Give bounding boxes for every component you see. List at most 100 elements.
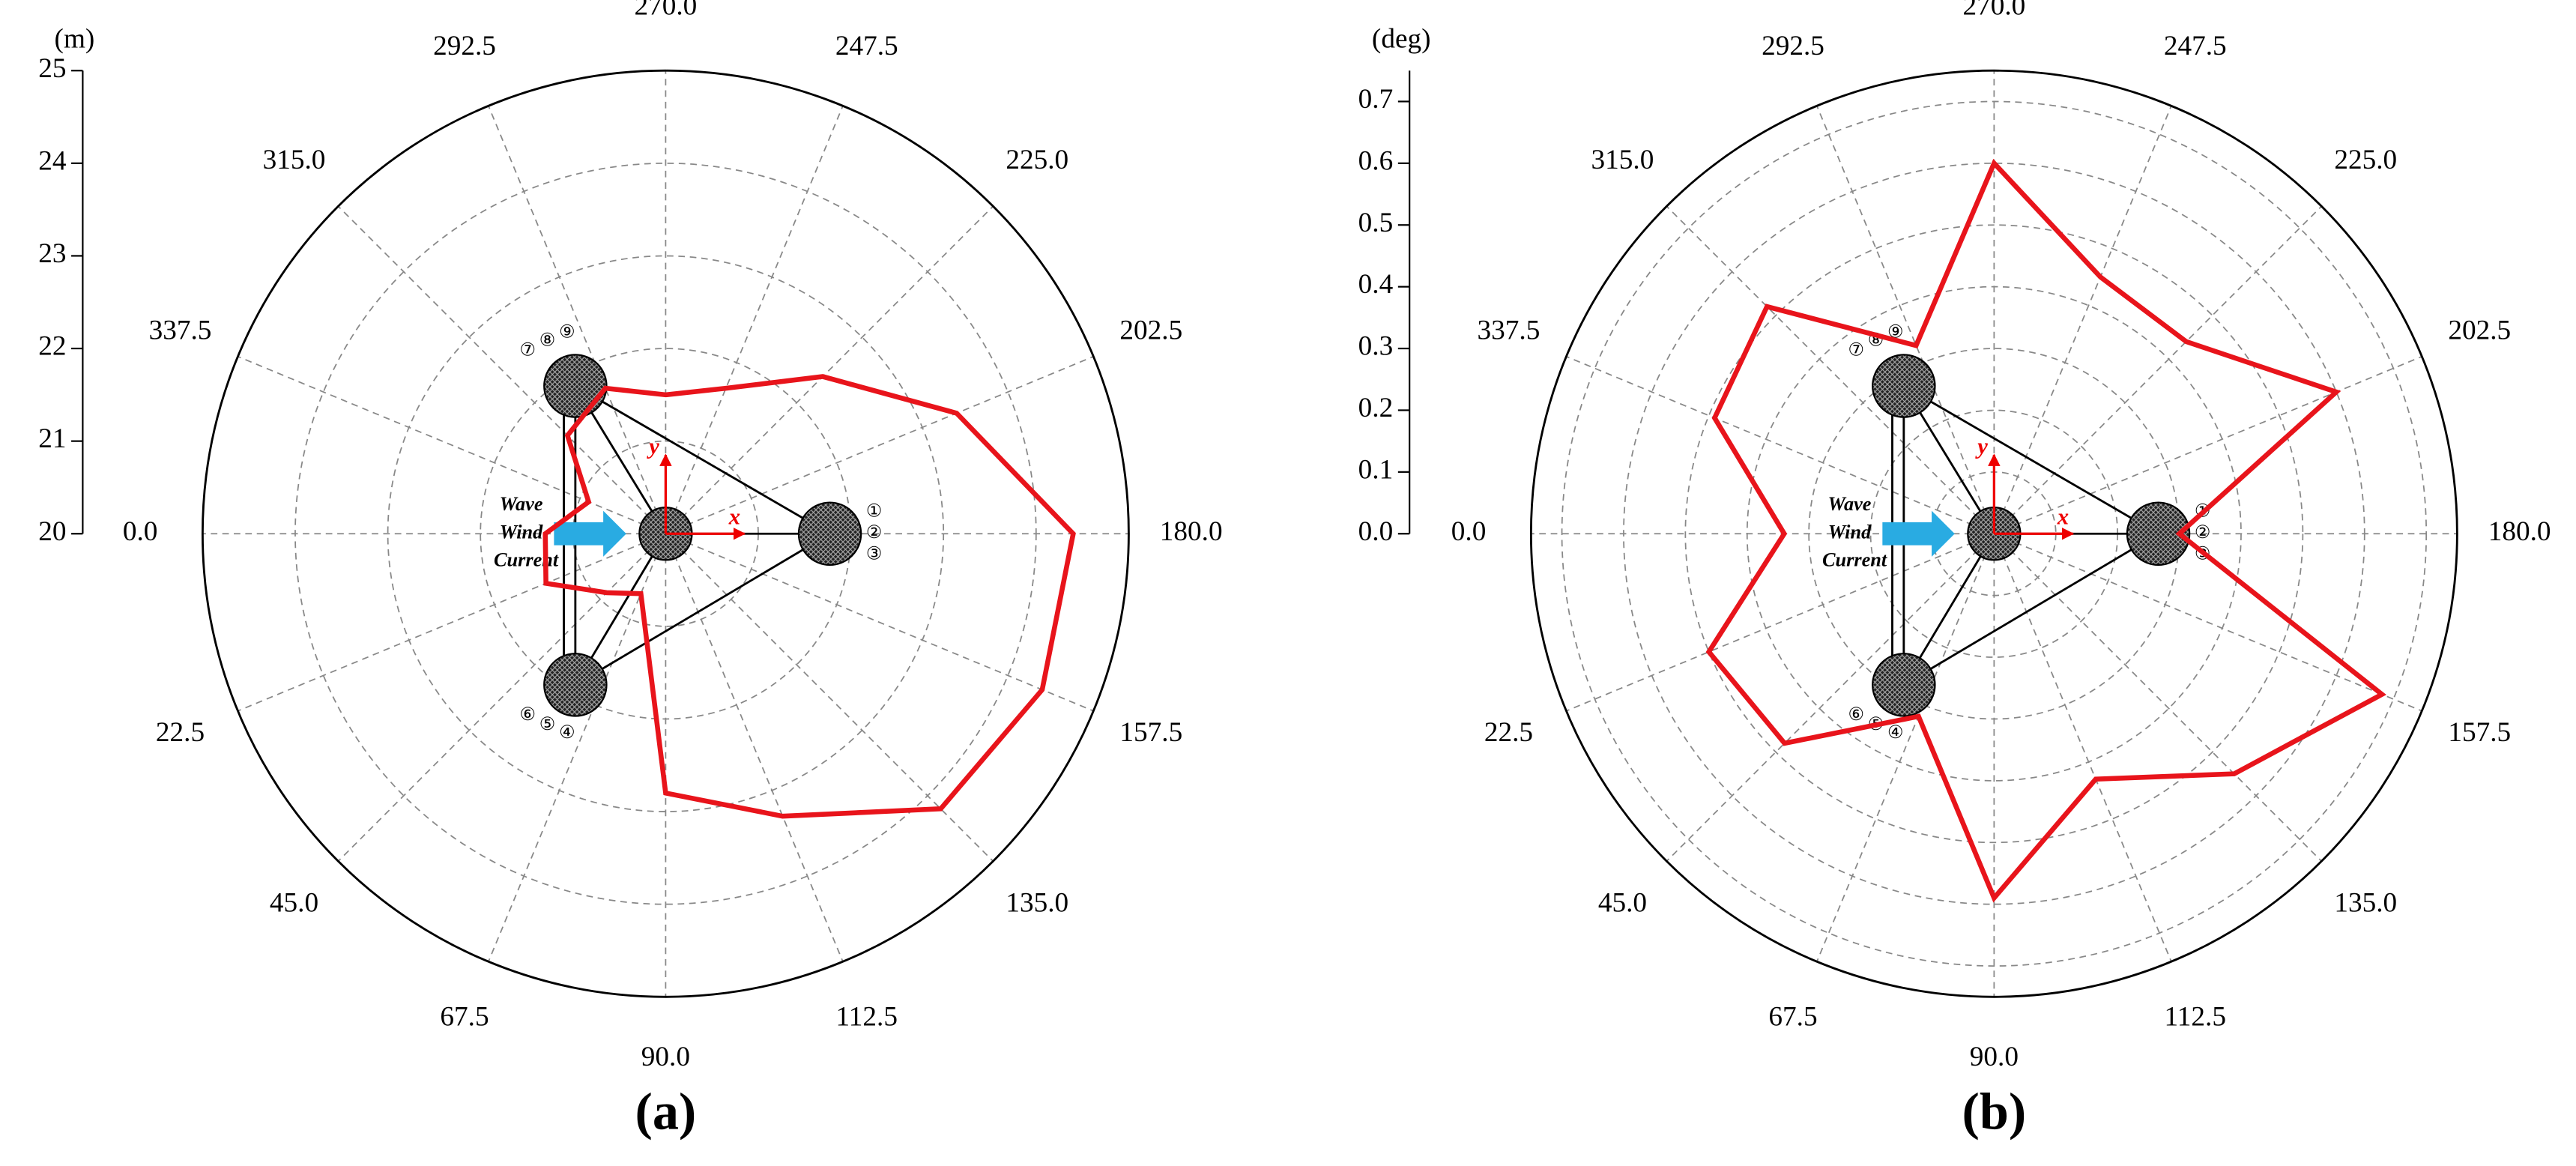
polar-chart: 0.0 22.5 45.0 67.5 90.0 112.5 135.0 157.5 180.0 2…: [38, 0, 1222, 1141]
column: [543, 354, 608, 418]
angle-label: 135.0: [2334, 888, 2397, 919]
schematic-label: Wave: [500, 493, 543, 515]
angle-label: 337.5: [1478, 315, 1541, 345]
grid-spoke: [1666, 205, 1995, 534]
schematic-label: Wave: [1828, 493, 1872, 515]
panel-label: (a): [635, 1083, 697, 1141]
schematic-label: ⑥: [1848, 705, 1864, 725]
grid-circle: [1684, 224, 2304, 844]
data-line: [542, 374, 1076, 819]
y-tick-label: 0.4: [1358, 269, 1394, 300]
grid-spoke: [1993, 105, 2172, 534]
y-tick-label: 22: [38, 331, 66, 362]
schematic-label: x: [2057, 504, 2069, 530]
angle-label: 270.0: [1962, 0, 2025, 22]
schematic-label: Current: [494, 549, 559, 571]
schematic-label: ①: [866, 501, 883, 521]
angle-label: 135.0: [1006, 888, 1068, 919]
schematic-label: ③: [866, 544, 883, 564]
schematic-label: Wind: [500, 521, 543, 543]
grid-spoke: [1816, 105, 1995, 534]
y-tick-label: 23: [38, 238, 66, 269]
grid-spoke: [1993, 533, 2172, 962]
column: [543, 653, 608, 717]
schematic-label: x: [728, 504, 740, 530]
schematic-label: ⑦: [1848, 341, 1864, 360]
y-axis-label: (m): [55, 23, 95, 54]
schematic-label: ⑨: [559, 322, 575, 342]
angle-label: 112.5: [2165, 1002, 2226, 1033]
schematic-label: ②: [2195, 523, 2211, 543]
y-axis-label: (deg): [1372, 23, 1431, 54]
grid-spoke: [1666, 533, 1995, 862]
y-tick-label: 0.7: [1358, 84, 1394, 115]
angle-label: 0.0: [123, 516, 158, 547]
angle-label: 202.5: [1119, 315, 1182, 345]
y-tick-label: 20: [38, 516, 66, 547]
grid-spoke: [337, 205, 667, 534]
angle-label: 180.0: [2488, 516, 2551, 547]
grid-spoke: [337, 533, 667, 862]
brace: [1903, 384, 2159, 535]
schematic-label: ⑦: [520, 341, 536, 360]
angle-label: 0.0: [1451, 516, 1487, 547]
y-tick-label: 0.3: [1358, 331, 1394, 362]
angle-label: 292.5: [1762, 31, 1824, 61]
y-tick-label: 21: [38, 423, 66, 454]
grid-circle: [1561, 100, 2428, 967]
schematic-label: ②: [866, 523, 883, 543]
grid-spoke: [238, 355, 666, 535]
schematic-label: y: [646, 433, 659, 459]
grid-spoke: [665, 533, 844, 962]
data-line: [1705, 158, 2386, 903]
environment-arrow: [1882, 510, 1955, 557]
polar-chart: 0.0 22.5 45.0 67.5 90.0 112.5 135.0 157.5 180.0 2…: [1358, 0, 2551, 1141]
grid-spoke: [1994, 533, 2422, 712]
schematic-label: ⑧: [539, 330, 556, 350]
angle-label: 270.0: [634, 0, 697, 22]
grid-spoke: [1993, 533, 2322, 862]
angle-label: 202.5: [2448, 315, 2511, 345]
brace: [575, 384, 831, 535]
angle-label: 22.5: [1484, 717, 1533, 748]
y-tick-label: 0.0: [1358, 516, 1394, 547]
grid-spoke: [1993, 205, 2322, 534]
angle-label: 247.5: [2164, 31, 2227, 61]
grid-spoke: [1816, 533, 1995, 962]
brace: [1903, 533, 2159, 686]
angle-label: 337.5: [149, 315, 212, 345]
angle-label: 45.0: [1598, 888, 1647, 919]
y-tick-label: 0.6: [1358, 145, 1394, 176]
grid-spoke: [488, 105, 667, 534]
y-tick-label: 24: [38, 145, 67, 176]
y-tick-label: 25: [38, 53, 66, 84]
angle-label: 315.0: [263, 145, 326, 175]
column: [797, 501, 862, 566]
grid-spoke: [1566, 533, 1995, 712]
outer-circle: [201, 69, 1130, 998]
angle-label: 67.5: [440, 1002, 489, 1033]
brace: [575, 533, 831, 686]
angle-label: 247.5: [835, 31, 898, 61]
angle-label: 67.5: [1768, 1002, 1817, 1033]
angle-label: 157.5: [2448, 717, 2511, 748]
angle-label: 45.0: [270, 888, 318, 919]
y-tick-label: 0.1: [1358, 454, 1394, 485]
schematic-label: Wind: [1828, 521, 1872, 543]
angle-label: 112.5: [836, 1002, 898, 1033]
angle-label: 157.5: [1119, 717, 1182, 748]
schematic-label: ⑤: [539, 715, 556, 734]
panel-label: (b): [1962, 1083, 2027, 1141]
outer-circle: [1529, 69, 2458, 998]
column: [1872, 653, 1936, 717]
schematic-label: ⑥: [520, 705, 536, 725]
grid-spoke: [665, 105, 844, 534]
environment-arrow: [554, 510, 626, 557]
y-tick-label: 0.2: [1358, 393, 1394, 423]
grid-spoke: [665, 205, 994, 534]
angle-label: 22.5: [156, 717, 205, 748]
angle-label: 315.0: [1591, 145, 1654, 175]
